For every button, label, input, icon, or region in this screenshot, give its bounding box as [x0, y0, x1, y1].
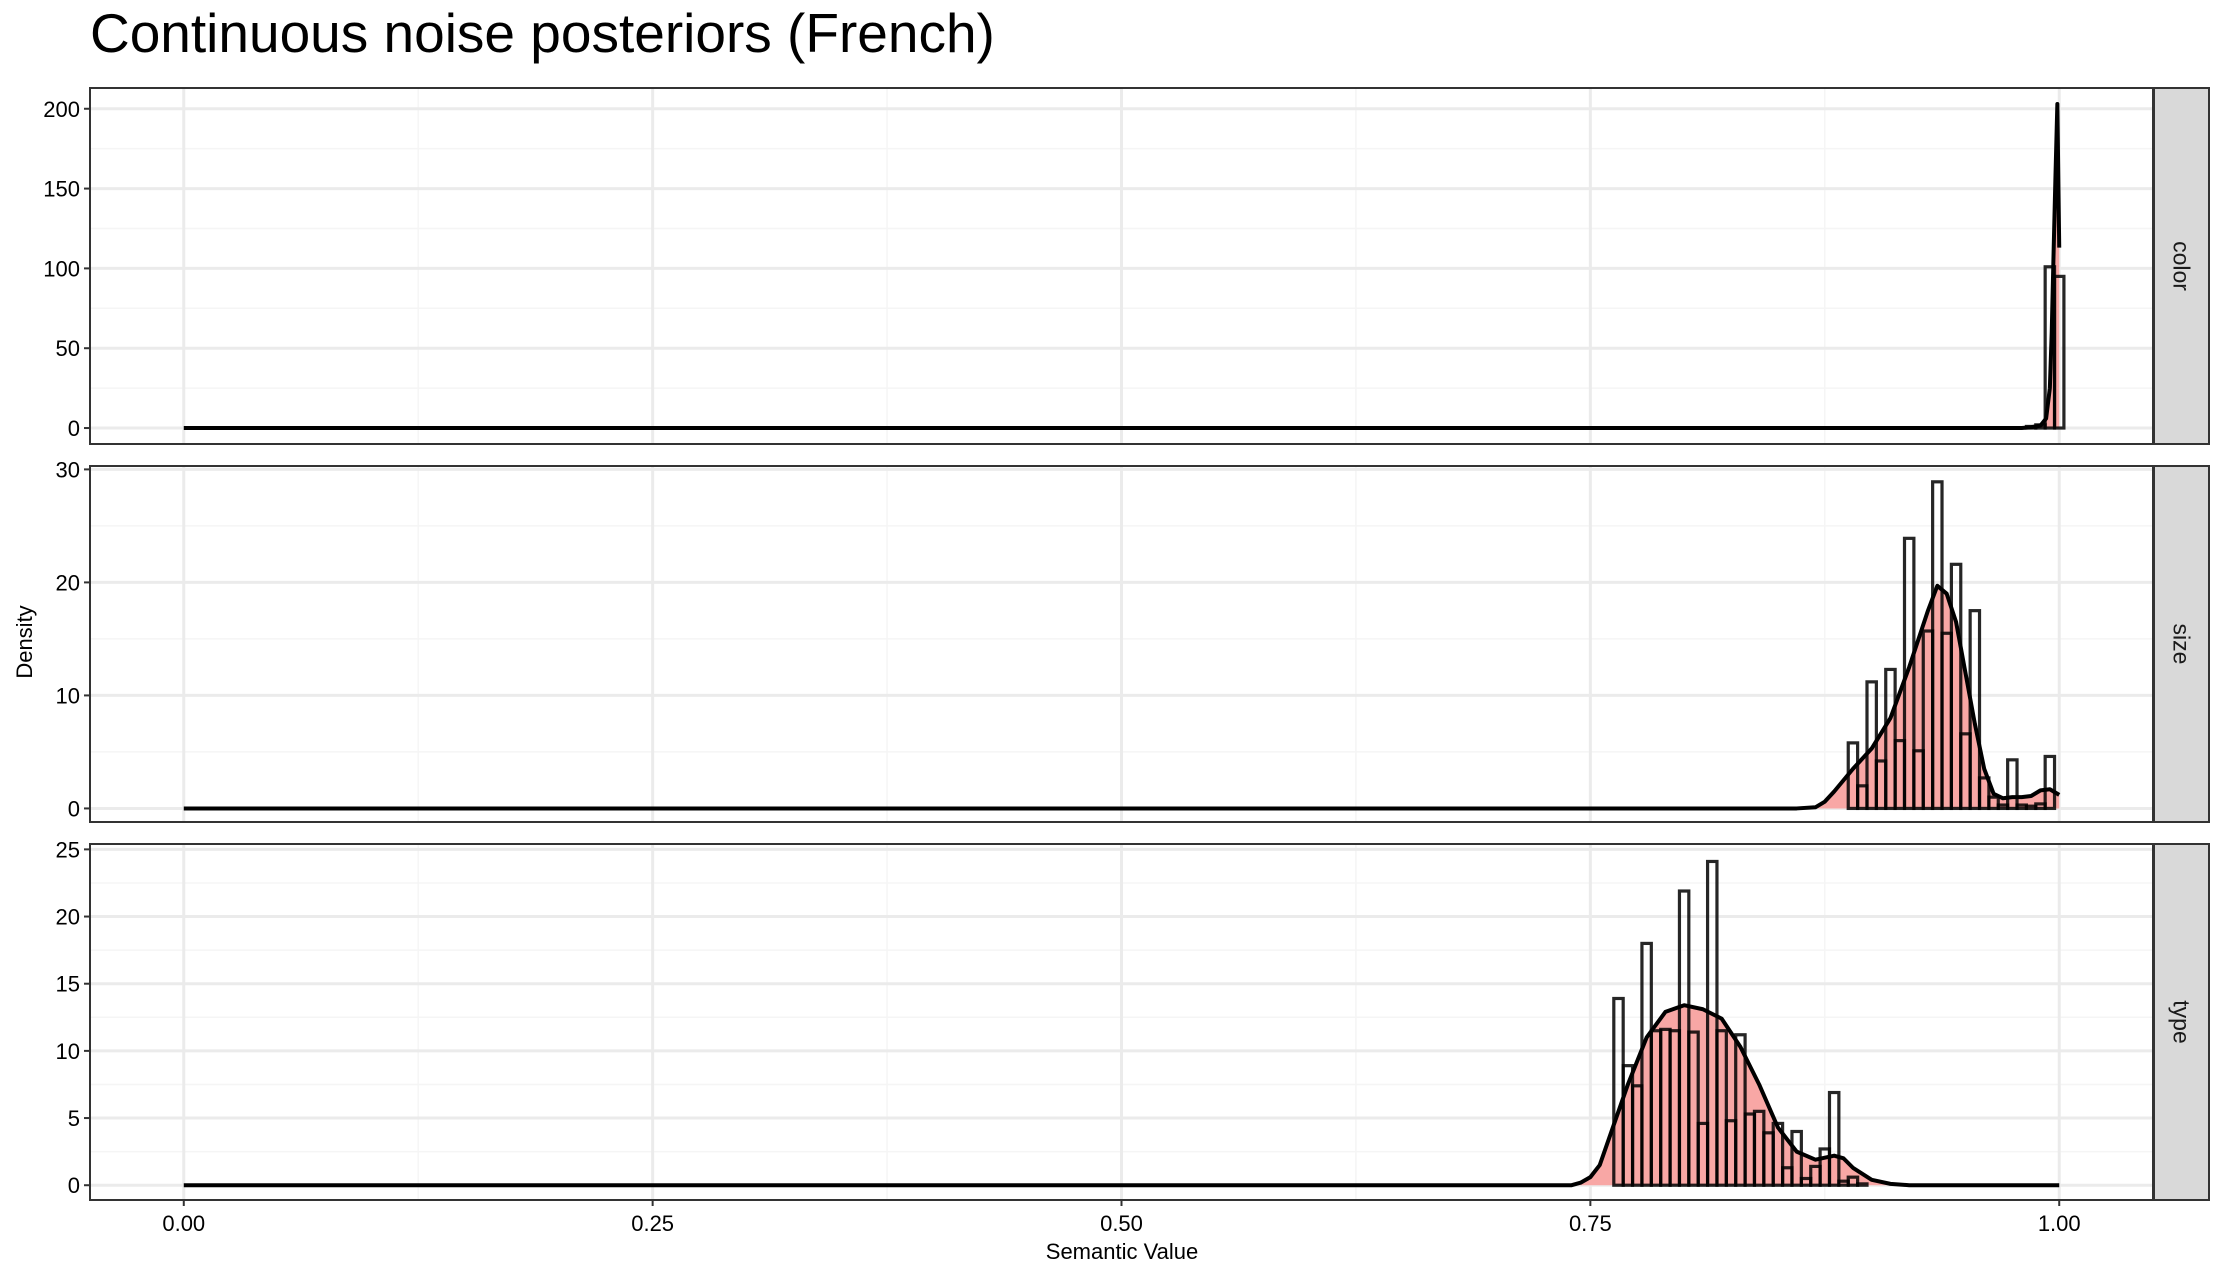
facet-strip — [2153, 843, 2210, 1201]
histogram-bar — [1827, 1090, 1841, 1187]
histogram-bar — [1987, 795, 2000, 811]
facet-panel-size: 0 10 20 30 size — [56, 457, 2210, 823]
panel-data — [183, 859, 2060, 1188]
histogram-bar — [1687, 1030, 1700, 1187]
panel-data — [183, 101, 2066, 431]
histogram-bar — [1902, 536, 1916, 811]
density-line — [183, 1003, 2060, 1188]
histogram-bar — [1856, 1182, 1869, 1187]
y-tick-label: 20 — [56, 905, 80, 930]
x-tick-label: 0.00 — [162, 1211, 205, 1236]
y-tick-label: 20 — [56, 570, 80, 595]
histogram-bar — [1846, 1175, 1860, 1187]
y-tick-label: 15 — [56, 972, 80, 997]
panel-data — [183, 480, 2061, 811]
y-axis-title: Density — [12, 605, 37, 678]
histogram-bar — [1715, 1029, 1728, 1187]
facet-strip-label: size — [2169, 624, 2195, 665]
histogram-bar — [1705, 859, 1719, 1187]
facet-strip-label: type — [2169, 1000, 2195, 1043]
facet-strip — [2153, 87, 2210, 445]
histogram-bar — [2006, 758, 2019, 811]
facet-strip-label: color — [2169, 241, 2195, 291]
histogram-bar — [1734, 1033, 1747, 1187]
histogram-bar — [1977, 776, 1991, 811]
x-tick-label: 0.50 — [1100, 1211, 1143, 1236]
facet-panel-color: 0 50 100 150 200 color — [43, 87, 2210, 445]
y-tick-label: 50 — [56, 336, 80, 361]
y-tick-label: 0 — [68, 796, 80, 821]
y-tick-label: 200 — [43, 97, 80, 122]
density-line — [183, 101, 2062, 431]
histogram-bar — [2043, 754, 2057, 811]
y-tick-label: 10 — [56, 683, 80, 708]
y-tick-label: 5 — [68, 1106, 80, 1131]
facet-panels: 0 50 100 150 200 color 0 10 20 30 size 0 5 10 15 20 25 ty… — [43, 87, 2210, 1201]
chart-title: Continuous noise posteriors (French) — [90, 2, 995, 64]
density-area — [183, 585, 2060, 809]
histogram-bar — [1949, 562, 1963, 811]
y-tick-label: 10 — [56, 1039, 80, 1064]
histogram-bar — [1968, 609, 1982, 811]
density-area — [183, 1005, 2060, 1186]
facet-strip — [2153, 465, 2210, 823]
y-tick-label: 25 — [56, 837, 80, 862]
x-axis-title: Semantic Value — [1046, 1239, 1198, 1264]
y-tick-label: 150 — [43, 177, 80, 202]
facet-panel-type: 0 5 10 15 20 25 type — [56, 837, 2210, 1201]
y-tick-label: 0 — [68, 1173, 80, 1198]
x-tick-label: 1.00 — [2038, 1211, 2081, 1236]
density-line — [183, 583, 2061, 811]
histogram-bar — [1790, 1129, 1803, 1187]
y-tick-label: 100 — [43, 256, 80, 281]
x-axis: 0.00 0.25 0.50 0.75 1.00 — [162, 1200, 2081, 1236]
histogram-bar — [2052, 274, 2066, 430]
x-tick-label: 0.25 — [631, 1211, 674, 1236]
x-tick-label: 0.75 — [1569, 1211, 1612, 1236]
histogram-bar — [1865, 680, 1878, 811]
histogram-bar — [1884, 667, 1897, 811]
y-tick-label: 0 — [68, 416, 80, 441]
y-tick-label: 30 — [56, 457, 80, 482]
